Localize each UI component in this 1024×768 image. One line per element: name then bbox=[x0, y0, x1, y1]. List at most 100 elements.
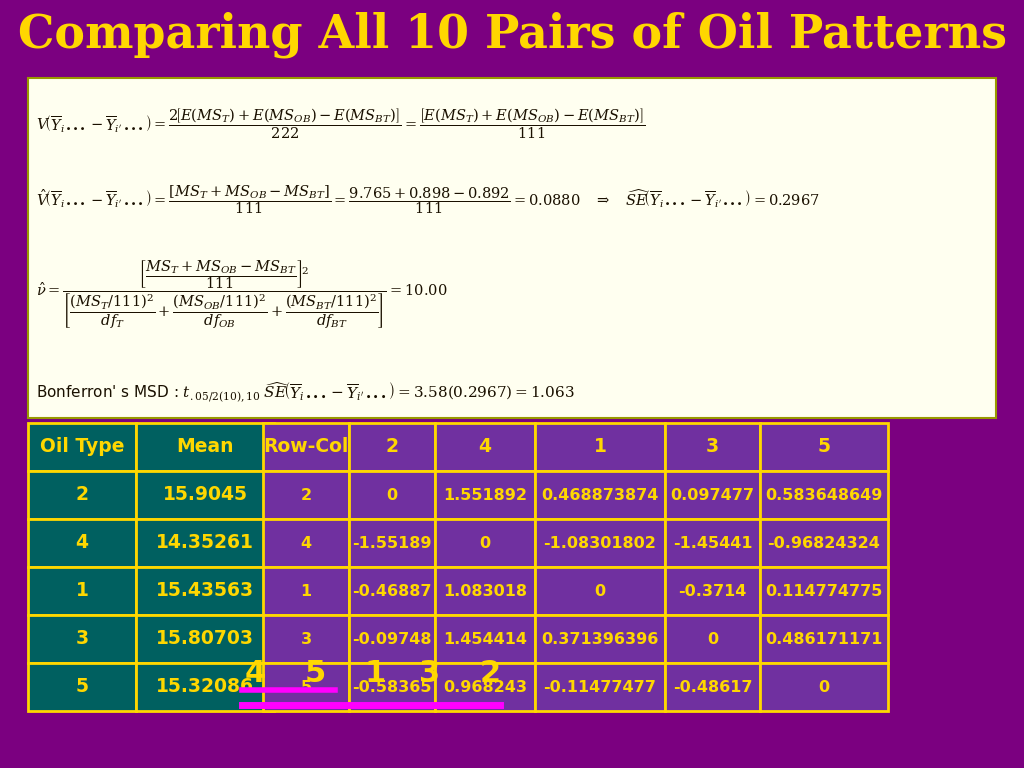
Text: Oil Type: Oil Type bbox=[40, 438, 124, 456]
Text: 0.097477: 0.097477 bbox=[671, 488, 755, 502]
Bar bbox=[435, 471, 535, 519]
Text: -0.96824324: -0.96824324 bbox=[768, 535, 881, 551]
Text: 4: 4 bbox=[478, 438, 492, 456]
Text: 1: 1 bbox=[594, 438, 606, 456]
Text: $\hat{V}\!\left(\overline{Y}_{i\bullet\!\bullet\!\bullet}-\overline{Y}_{i^{\prim: $\hat{V}\!\left(\overline{Y}_{i\bullet\!… bbox=[36, 183, 819, 216]
Bar bbox=[349, 615, 435, 663]
Text: 0: 0 bbox=[386, 488, 397, 502]
Text: 0.468873874: 0.468873874 bbox=[542, 488, 658, 502]
Text: 4: 4 bbox=[300, 535, 311, 551]
Text: 0.583648649: 0.583648649 bbox=[765, 488, 883, 502]
Bar bbox=[760, 519, 888, 567]
Bar bbox=[760, 567, 888, 615]
Bar bbox=[136, 663, 274, 711]
Bar bbox=[435, 519, 535, 567]
Text: -0.11477477: -0.11477477 bbox=[544, 680, 656, 694]
Bar bbox=[263, 615, 349, 663]
Bar bbox=[136, 423, 274, 471]
Text: 3: 3 bbox=[706, 438, 719, 456]
Text: $V\!\left(\overline{Y}_{i\bullet\!\bullet\!\bullet}-\overline{Y}_{i^{\prime}\bul: $V\!\left(\overline{Y}_{i\bullet\!\bulle… bbox=[36, 106, 645, 141]
Bar bbox=[28, 78, 996, 418]
Bar bbox=[535, 615, 665, 663]
Text: 4: 4 bbox=[245, 658, 265, 687]
Text: 0.371396396: 0.371396396 bbox=[542, 631, 658, 647]
Bar bbox=[535, 423, 665, 471]
Bar bbox=[760, 423, 888, 471]
Text: 0: 0 bbox=[479, 535, 490, 551]
Bar bbox=[349, 519, 435, 567]
Bar bbox=[535, 567, 665, 615]
Bar bbox=[349, 663, 435, 711]
Bar bbox=[349, 471, 435, 519]
Bar bbox=[535, 519, 665, 567]
Bar bbox=[136, 567, 274, 615]
Text: -0.3714: -0.3714 bbox=[678, 584, 746, 598]
Text: Bonferron' s MSD : $t_{.05/2(10),10}\;\widehat{SE}\!\left(\overline{Y}_{i\bullet: Bonferron' s MSD : $t_{.05/2(10),10}\;\w… bbox=[36, 380, 574, 404]
Text: 0: 0 bbox=[595, 584, 605, 598]
Text: 15.32086: 15.32086 bbox=[156, 677, 254, 697]
Text: -1.45441: -1.45441 bbox=[673, 535, 753, 551]
Bar bbox=[263, 471, 349, 519]
Text: 0: 0 bbox=[707, 631, 718, 647]
Bar bbox=[760, 615, 888, 663]
Bar bbox=[136, 519, 274, 567]
Bar bbox=[349, 567, 435, 615]
Text: 5: 5 bbox=[76, 677, 88, 697]
Text: 3: 3 bbox=[300, 631, 311, 647]
Bar bbox=[435, 615, 535, 663]
Bar bbox=[28, 567, 136, 615]
Bar bbox=[136, 471, 274, 519]
Bar bbox=[349, 423, 435, 471]
Text: 1.083018: 1.083018 bbox=[443, 584, 527, 598]
Text: 15.80703: 15.80703 bbox=[156, 630, 254, 648]
Text: 1: 1 bbox=[365, 658, 386, 687]
Text: -0.48617: -0.48617 bbox=[673, 680, 753, 694]
Bar bbox=[535, 471, 665, 519]
Text: 15.9045: 15.9045 bbox=[163, 485, 248, 505]
Bar bbox=[435, 567, 535, 615]
Bar bbox=[665, 615, 760, 663]
Bar bbox=[136, 615, 274, 663]
Bar bbox=[28, 663, 136, 711]
Text: $\hat{\nu}=\dfrac{\left[\dfrac{MS_T+MS_{OB}-MS_{BT}}{111}\right]^{\!2}}{\left[\d: $\hat{\nu}=\dfrac{\left[\dfrac{MS_T+MS_{… bbox=[36, 258, 447, 330]
Text: 2: 2 bbox=[385, 438, 398, 456]
Bar bbox=[28, 615, 136, 663]
Bar bbox=[665, 567, 760, 615]
Text: Mean: Mean bbox=[176, 438, 233, 456]
Text: 0.114774775: 0.114774775 bbox=[765, 584, 883, 598]
Bar bbox=[28, 423, 136, 471]
Bar bbox=[665, 471, 760, 519]
Bar bbox=[28, 519, 136, 567]
Bar bbox=[263, 663, 349, 711]
Text: 5: 5 bbox=[817, 438, 830, 456]
Bar bbox=[263, 423, 349, 471]
Text: 2: 2 bbox=[76, 485, 88, 505]
Bar bbox=[760, 663, 888, 711]
Text: Comparing All 10 Pairs of Oil Patterns: Comparing All 10 Pairs of Oil Patterns bbox=[17, 12, 1007, 58]
Bar bbox=[665, 663, 760, 711]
Text: 2: 2 bbox=[300, 488, 311, 502]
Text: 1: 1 bbox=[76, 581, 88, 601]
Text: -0.46887: -0.46887 bbox=[352, 584, 432, 598]
Text: Row-Col: Row-Col bbox=[263, 438, 349, 456]
Text: -0.09748: -0.09748 bbox=[352, 631, 432, 647]
Text: -1.08301802: -1.08301802 bbox=[544, 535, 656, 551]
Text: 2: 2 bbox=[479, 658, 501, 687]
Text: -1.55189: -1.55189 bbox=[352, 535, 432, 551]
Text: 4: 4 bbox=[76, 534, 88, 552]
Text: -0.58365: -0.58365 bbox=[352, 680, 432, 694]
Text: 0.486171171: 0.486171171 bbox=[765, 631, 883, 647]
Text: 3: 3 bbox=[76, 630, 88, 648]
Text: 1: 1 bbox=[300, 584, 311, 598]
Bar bbox=[28, 471, 136, 519]
Text: 0: 0 bbox=[818, 680, 829, 694]
Bar bbox=[435, 423, 535, 471]
Text: 14.35261: 14.35261 bbox=[156, 534, 254, 552]
Text: 3: 3 bbox=[420, 658, 440, 687]
Text: 0.968243: 0.968243 bbox=[443, 680, 527, 694]
Bar bbox=[263, 519, 349, 567]
Bar bbox=[760, 471, 888, 519]
Text: 5: 5 bbox=[304, 658, 326, 687]
Bar bbox=[263, 567, 349, 615]
Bar bbox=[665, 519, 760, 567]
